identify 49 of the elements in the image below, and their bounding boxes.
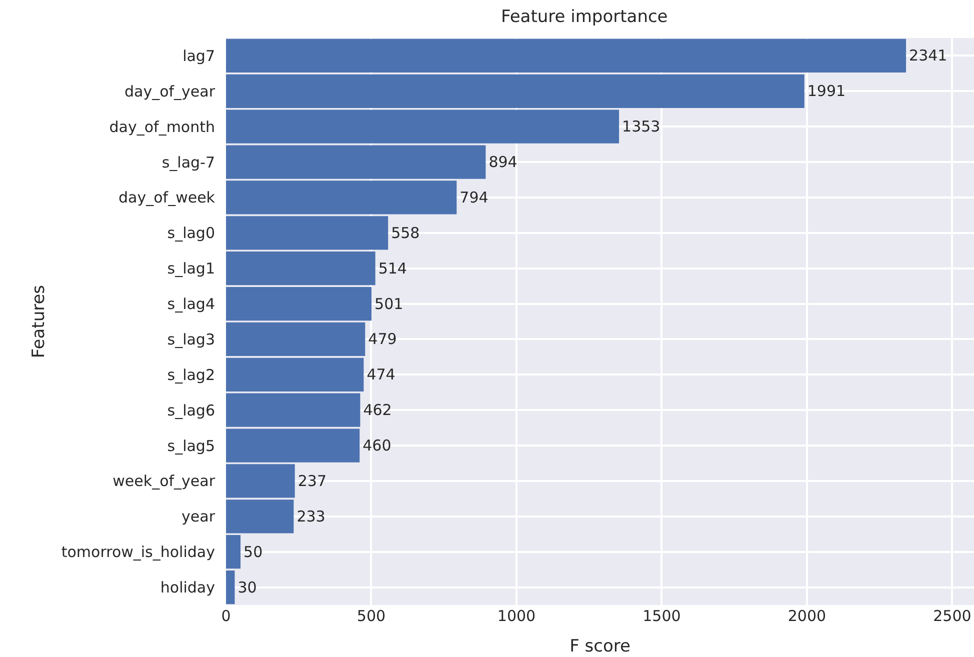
y-tick-label: s_lag2: [167, 366, 215, 384]
bar: [226, 535, 241, 569]
y-tick-label: s_lag1: [167, 260, 215, 278]
y-tick-label: s_lag-7: [162, 153, 215, 172]
bar: [226, 74, 804, 108]
x-tick-label: 2500: [933, 607, 972, 625]
y-tick-label: holiday: [160, 578, 216, 597]
y-tick-label: s_lag5: [167, 436, 215, 455]
y-axis-title: Features: [28, 284, 49, 358]
y-tick-label: year: [182, 508, 216, 526]
chart-title: Feature importance: [501, 6, 668, 27]
data-label: 1353: [622, 118, 660, 136]
y-tick-label: s_lag6: [167, 401, 215, 420]
data-label: 894: [488, 153, 518, 172]
data-label: 558: [391, 224, 420, 242]
y-tick-label: day_of_month: [109, 118, 215, 136]
y-tick-label: tomorrow_is_holiday: [61, 543, 216, 562]
data-label: 237: [298, 472, 326, 490]
data-label: 474: [366, 366, 396, 384]
bar: [226, 286, 372, 321]
data-label: 501: [374, 294, 404, 313]
x-tick-label: 500: [356, 607, 386, 625]
y-tick-label: day_of_week: [118, 188, 216, 207]
x-tick-label: 1000: [497, 607, 536, 625]
bar: [226, 252, 376, 286]
y-tick-label: day_of_year: [124, 82, 216, 100]
y-tick-label: s_lag4: [167, 295, 215, 314]
bar: [226, 322, 366, 356]
y-tick-label: week_of_year: [112, 472, 216, 490]
data-label: 479: [368, 330, 397, 348]
x-axis-title: F score: [570, 636, 630, 656]
bar: [226, 38, 906, 73]
bar: [226, 570, 235, 604]
x-tick-label: 0: [221, 607, 231, 625]
y-tick-label: s_lag0: [167, 224, 215, 242]
bar: [226, 358, 364, 392]
data-label: 1991: [807, 82, 846, 100]
x-tick-label: 1500: [642, 607, 681, 625]
data-label: 2341: [909, 46, 948, 65]
data-label: 50: [244, 542, 263, 561]
data-label: 462: [363, 401, 392, 420]
data-label: 233: [296, 507, 326, 526]
x-tick-label: 2000: [788, 607, 826, 625]
data-label: 30: [238, 578, 257, 596]
data-label: 460: [362, 436, 392, 455]
data-label: 794: [460, 188, 488, 206]
y-tick-label: s_lag3: [167, 330, 215, 348]
data-label: 514: [378, 259, 407, 278]
y-tick-label: lag7: [182, 46, 215, 65]
